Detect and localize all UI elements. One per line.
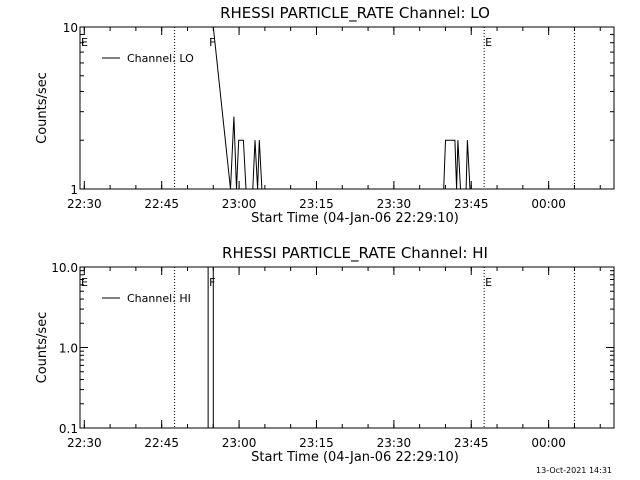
y-tick-label: 0.1	[59, 422, 78, 436]
x-tick-label: 23:15	[299, 436, 334, 450]
event-marker-label: F	[209, 36, 215, 49]
x-tick-label: 00:00	[531, 436, 566, 450]
legend-label: Channel: LO	[127, 52, 194, 65]
x-tick-label: 23:00	[222, 197, 257, 211]
y-tick-label: 10	[63, 21, 78, 35]
x-tick-label: 22:45	[144, 436, 179, 450]
panel-lo: RHESSI PARTICLE_RATE Channel: LO 1 10 Count…	[35, 4, 615, 226]
event-marker-label: E	[485, 36, 492, 49]
event-marker-label: F	[209, 276, 215, 289]
x-axis-label: Start Time (04-Jan-06 22:29:10)	[251, 211, 459, 226]
y-tick-label: 10.0	[51, 261, 78, 275]
y-axis-label: Counts/sec	[35, 312, 50, 384]
event-marker-label: E	[81, 276, 88, 289]
event-marker-label: E	[81, 36, 88, 49]
x-tick-label: 00:00	[531, 197, 566, 211]
legend-label: Channel: HI	[127, 292, 191, 305]
x-tick-label: 23:30	[377, 436, 412, 450]
x-tick-label: 23:45	[454, 197, 489, 211]
x-axis-label: Start Time (04-Jan-06 22:29:10)	[251, 450, 459, 465]
data-series-line	[207, 267, 214, 428]
x-tick-label: 22:30	[67, 436, 102, 450]
chart-title: RHESSI PARTICLE_RATE Channel: HI	[222, 244, 488, 263]
y-tick-label: 1.0	[59, 342, 78, 356]
x-tick-label: 23:15	[299, 197, 334, 211]
x-tick-label: 22:30	[67, 197, 102, 211]
data-series-line	[208, 26, 471, 190]
panel-hi: RHESSI PARTICLE_RATE Channel: HI 0.1 1.0 10…	[35, 244, 615, 465]
x-tick-label: 23:45	[454, 436, 489, 450]
y-tick-label: 1	[70, 183, 78, 197]
x-tick-label: 23:30	[377, 197, 412, 211]
x-tick-label: 22:45	[144, 197, 179, 211]
event-marker-label: E	[485, 276, 492, 289]
chart-title: RHESSI PARTICLE_RATE Channel: LO	[220, 4, 490, 23]
footer-timestamp: 13-Oct-2021 14:31	[536, 466, 612, 475]
y-axis-label: Counts/sec	[35, 72, 50, 144]
x-tick-label: 23:00	[222, 436, 257, 450]
